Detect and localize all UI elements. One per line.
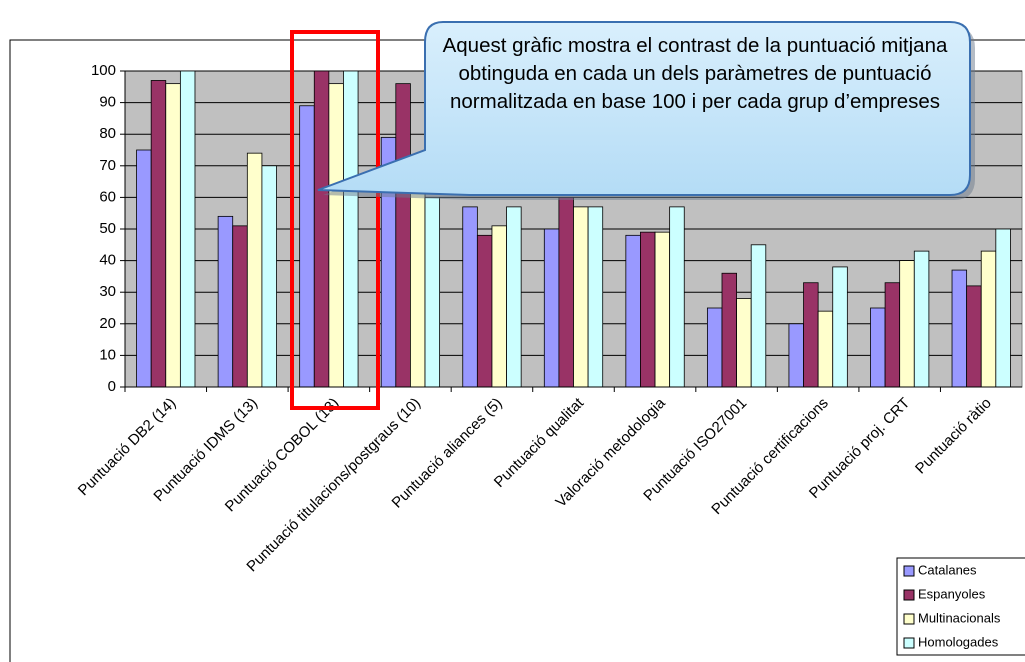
bar bbox=[476, 234, 493, 388]
bar bbox=[870, 307, 886, 388]
y-tick-label: 90 bbox=[99, 94, 116, 111]
bar bbox=[966, 285, 982, 388]
y-tick-label: 10 bbox=[99, 346, 116, 363]
highlight-box bbox=[290, 30, 380, 410]
bar bbox=[491, 225, 507, 388]
legend-label: Multinacionals bbox=[918, 610, 1001, 625]
y-tick-label: 80 bbox=[99, 125, 116, 142]
bar bbox=[654, 231, 671, 388]
bar bbox=[558, 196, 574, 388]
legend-swatch bbox=[903, 589, 915, 601]
legend-label: Espanyoles bbox=[918, 586, 986, 601]
callout-text: Aquest gràfic mostra el contrast de la p… bbox=[442, 34, 948, 113]
bar bbox=[165, 83, 181, 388]
bar bbox=[395, 83, 411, 388]
y-tick-label: 70 bbox=[99, 157, 116, 174]
bar bbox=[788, 323, 804, 388]
bar bbox=[179, 70, 196, 388]
bar bbox=[899, 260, 915, 388]
y-tick-label: 50 bbox=[99, 220, 116, 237]
callout bbox=[317, 21, 971, 196]
bar bbox=[232, 225, 248, 388]
legend-label: Homologades bbox=[918, 634, 999, 649]
bar bbox=[951, 269, 968, 388]
bar bbox=[217, 215, 234, 388]
bar bbox=[669, 206, 685, 388]
bar bbox=[328, 83, 344, 388]
legend bbox=[896, 557, 1025, 656]
bar bbox=[587, 206, 604, 388]
bar bbox=[261, 165, 277, 388]
bar bbox=[424, 196, 441, 388]
bar bbox=[832, 266, 848, 388]
bar bbox=[736, 298, 752, 388]
y-tick-label: 20 bbox=[99, 315, 116, 332]
y-tick-label: 30 bbox=[99, 283, 116, 300]
bar bbox=[913, 250, 930, 388]
bar bbox=[817, 310, 834, 388]
legend-swatch bbox=[903, 565, 915, 577]
y-tick-label: 40 bbox=[99, 252, 116, 269]
legend-label: Catalanes bbox=[918, 562, 977, 577]
bar bbox=[543, 228, 560, 388]
bar bbox=[410, 181, 426, 388]
legend-swatch bbox=[903, 637, 915, 649]
y-tick-label: 100 bbox=[91, 62, 116, 79]
bar bbox=[506, 206, 522, 388]
y-tick-label: 0 bbox=[108, 378, 116, 395]
bar bbox=[995, 228, 1011, 388]
bar bbox=[980, 250, 997, 388]
bar bbox=[313, 70, 330, 388]
bar bbox=[343, 70, 359, 388]
bar bbox=[246, 152, 263, 388]
bar bbox=[803, 282, 819, 388]
bar bbox=[625, 234, 641, 388]
bar bbox=[462, 206, 478, 388]
legend-swatch bbox=[903, 613, 915, 625]
bar bbox=[721, 272, 737, 388]
bar bbox=[706, 307, 723, 388]
bar bbox=[573, 206, 589, 388]
bar bbox=[750, 244, 767, 388]
bar bbox=[136, 149, 152, 388]
y-tick-label: 60 bbox=[99, 188, 116, 205]
bar bbox=[150, 80, 167, 388]
bar bbox=[884, 282, 901, 388]
bar bbox=[299, 105, 315, 388]
bar bbox=[640, 231, 656, 388]
